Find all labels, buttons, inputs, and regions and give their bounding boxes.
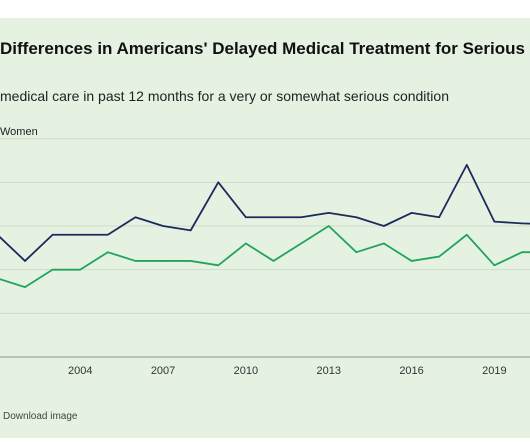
x-tick-label: 2013: [316, 365, 340, 377]
data-point: [410, 260, 413, 262]
data-point: [24, 286, 26, 288]
x-tick-label: 2019: [482, 365, 506, 377]
data-point: [300, 216, 302, 219]
chart-subtitle: medical care in past 12 months for a ver…: [0, 88, 449, 104]
data-point: [438, 216, 440, 219]
x-tick-label: 2004: [68, 365, 92, 377]
x-tick-label: 2010: [234, 365, 258, 377]
data-point: [245, 242, 247, 245]
data-point: [217, 181, 220, 184]
data-point: [521, 251, 523, 253]
data-point: [272, 216, 275, 219]
data-point: [521, 222, 523, 225]
data-point: [79, 268, 82, 271]
data-point: [355, 251, 358, 253]
data-point: [272, 260, 275, 262]
data-point: [189, 260, 192, 262]
data-point: [327, 225, 330, 227]
data-point: [493, 220, 496, 223]
x-tick-label: 2007: [151, 365, 175, 377]
chart-title: Differences in Americans' Delayed Medica…: [0, 39, 530, 58]
data-point: [51, 233, 54, 236]
data-point: [355, 216, 358, 219]
data-point: [134, 260, 137, 262]
data-point: [465, 164, 468, 166]
data-point: [51, 268, 54, 271]
data-point: [189, 229, 192, 232]
data-point: [107, 233, 109, 236]
data-point: [383, 225, 385, 227]
data-point: [162, 260, 164, 262]
data-point: [300, 242, 302, 245]
data-point: [134, 216, 137, 219]
data-point: [79, 233, 82, 236]
download-image-link[interactable]: Download image: [3, 411, 78, 422]
data-point: [438, 255, 440, 258]
data-point: [245, 216, 247, 219]
legend-women: Women: [0, 126, 38, 138]
data-point: [162, 225, 164, 227]
chart-panel: Differences in Americans' Delayed Medica…: [0, 18, 530, 438]
data-point: [383, 242, 385, 245]
data-point: [107, 251, 109, 253]
data-point: [217, 264, 220, 267]
data-point: [327, 212, 330, 214]
data-point: [410, 212, 413, 214]
data-point: [465, 233, 468, 236]
x-tick-label: 2016: [399, 365, 423, 377]
data-point: [493, 264, 496, 267]
data-point: [24, 260, 26, 262]
